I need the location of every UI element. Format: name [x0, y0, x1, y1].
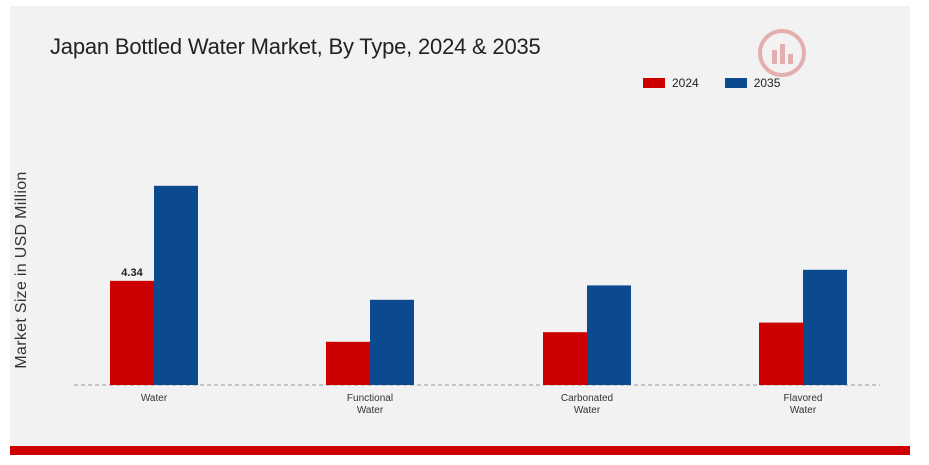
bar-2035-3 [803, 269, 847, 385]
legend-swatch-2035 [724, 78, 747, 88]
legend-label-2035: 2035 [753, 76, 781, 90]
x-tick-label: Water [790, 405, 817, 416]
x-tick-label: Flavored [784, 393, 823, 404]
bar-2035-0 [154, 185, 198, 385]
bar-2024-2 [543, 332, 587, 385]
legend-swatch-2024 [643, 78, 665, 88]
x-tick-label: Water [574, 405, 601, 416]
legend-label-2024: 2024 [672, 76, 699, 90]
data-label: 4.34 [121, 267, 143, 279]
x-tick-label: Water [357, 405, 384, 416]
footer-accent-bar [10, 446, 910, 455]
chart-title: Japan Bottled Water Market, By Type, 202… [50, 34, 541, 59]
bar-2024-3 [759, 322, 803, 385]
bar-2024-0 [110, 280, 154, 385]
bar-2024-1 [326, 341, 370, 385]
x-tick-label: Carbonated [561, 393, 613, 404]
chart-logo-icon [758, 29, 806, 77]
legend-item-2035: 2035 [724, 76, 781, 90]
bar-2035-1 [370, 299, 414, 385]
legend-item-2024: 2024 [643, 76, 699, 90]
chart-legend: 2024 2035 [643, 76, 806, 90]
bar-2035-2 [587, 285, 631, 385]
x-tick-label: Water [141, 393, 168, 404]
x-tick-label: Functional [347, 393, 393, 404]
